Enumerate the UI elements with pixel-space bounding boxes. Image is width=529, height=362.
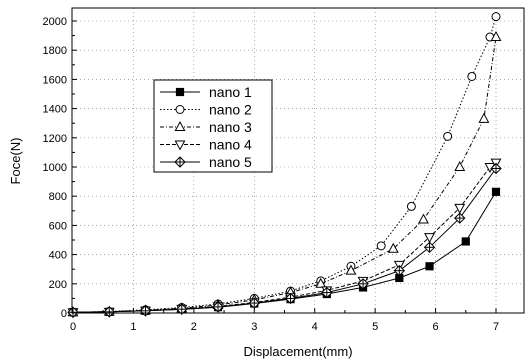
marker-open-triangle-down	[174, 140, 186, 151]
legend-box	[153, 79, 273, 173]
series-line	[72, 168, 497, 313]
marker-open-triangle-up	[315, 277, 327, 288]
x-tick-label: 7	[493, 321, 499, 333]
marker-open-circle	[406, 201, 416, 211]
x-tick-label: 4	[312, 321, 318, 333]
y-tick-label: 600	[49, 220, 67, 232]
legend-entry: nano 5	[160, 154, 252, 170]
x-tick-label: 5	[372, 321, 378, 333]
marker-crossed-diamond	[284, 292, 297, 305]
series-line	[72, 37, 497, 313]
y-tick-label: 200	[49, 279, 67, 291]
y-tick-label: 0	[61, 308, 67, 320]
y-tick-label: 2000	[43, 16, 67, 28]
grid	[72, 8, 524, 313]
legend-entry: nano 4	[160, 137, 252, 153]
y-tick-label: 400	[49, 250, 67, 262]
y-tick-label: 1000	[43, 162, 67, 174]
marker-open-circle	[175, 105, 185, 114]
plot-frame	[71, 7, 525, 314]
legend-label: nano 3	[209, 119, 252, 135]
marker-open-triangle-up	[418, 213, 429, 224]
legend-entry: nano 3	[160, 119, 252, 135]
marker-crossed-diamond	[103, 306, 115, 318]
axes: 0 1 2 3 4 5 6 7 0 200 400 600 800 1000 1200 1400 1600 180…	[43, 16, 500, 333]
y-tick-label: 1800	[43, 45, 67, 57]
marker-open-triangle-up	[454, 160, 466, 171]
marker-filled-square	[491, 187, 501, 196]
marker-open-circle	[491, 12, 501, 22]
marker-crossed-diamond	[423, 241, 436, 254]
marker-crossed-diamond	[212, 301, 224, 313]
marker-crossed-diamond	[357, 278, 369, 290]
marker-open-circle	[443, 131, 453, 141]
marker-filled-square	[425, 262, 434, 271]
x-tick-label: 0	[70, 321, 76, 333]
y-tick-label: 1600	[43, 74, 67, 86]
legend-entry: nano 2	[160, 102, 252, 118]
marker-open-circle	[376, 241, 386, 251]
series-line	[72, 16, 497, 313]
marker-crossed-diamond	[174, 156, 186, 168]
marker-crossed-diamond	[321, 286, 333, 299]
marker-filled-square	[175, 87, 185, 97]
x-tick-label: 2	[191, 321, 197, 333]
marker-filled-square	[461, 237, 470, 246]
legend-label: nano 2	[209, 102, 252, 118]
y-tick-label: 800	[49, 191, 67, 203]
marker-open-triangle-up	[387, 242, 399, 253]
marker-open-triangle-up	[490, 31, 502, 42]
series-3	[67, 31, 502, 317]
marker-open-triangle-up	[174, 120, 186, 131]
marker-open-triangle-up	[478, 112, 490, 123]
x-tick-label: 6	[433, 321, 439, 333]
marker-crossed-diamond	[490, 162, 502, 175]
legend-entry: nano 1	[160, 84, 252, 100]
series-4	[67, 158, 502, 319]
series-line	[72, 191, 497, 313]
y-axis-label: Foce(N)	[8, 138, 23, 185]
marker-open-triangle-up	[345, 264, 357, 275]
legend-label: nano 1	[209, 84, 252, 100]
legend-label: nano 5	[209, 154, 252, 170]
marker-open-triangle-down	[424, 233, 435, 244]
x-tick-label: 3	[251, 321, 257, 333]
series-5	[67, 162, 502, 318]
series-1	[68, 187, 501, 317]
marker-open-circle	[467, 71, 477, 81]
y-tick-label: 1400	[43, 104, 67, 116]
marker-crossed-diamond	[454, 212, 466, 224]
y-tick-label: 1200	[43, 133, 67, 145]
x-tick-label: 1	[130, 321, 136, 333]
x-axis-label: Displacement(mm)	[243, 344, 352, 359]
series-layer	[67, 12, 502, 319]
marker-crossed-diamond	[393, 264, 406, 277]
marker-open-triangle-down	[454, 203, 466, 214]
marker-crossed-diamond	[176, 303, 188, 315]
legend-label: nano 4	[209, 137, 252, 153]
